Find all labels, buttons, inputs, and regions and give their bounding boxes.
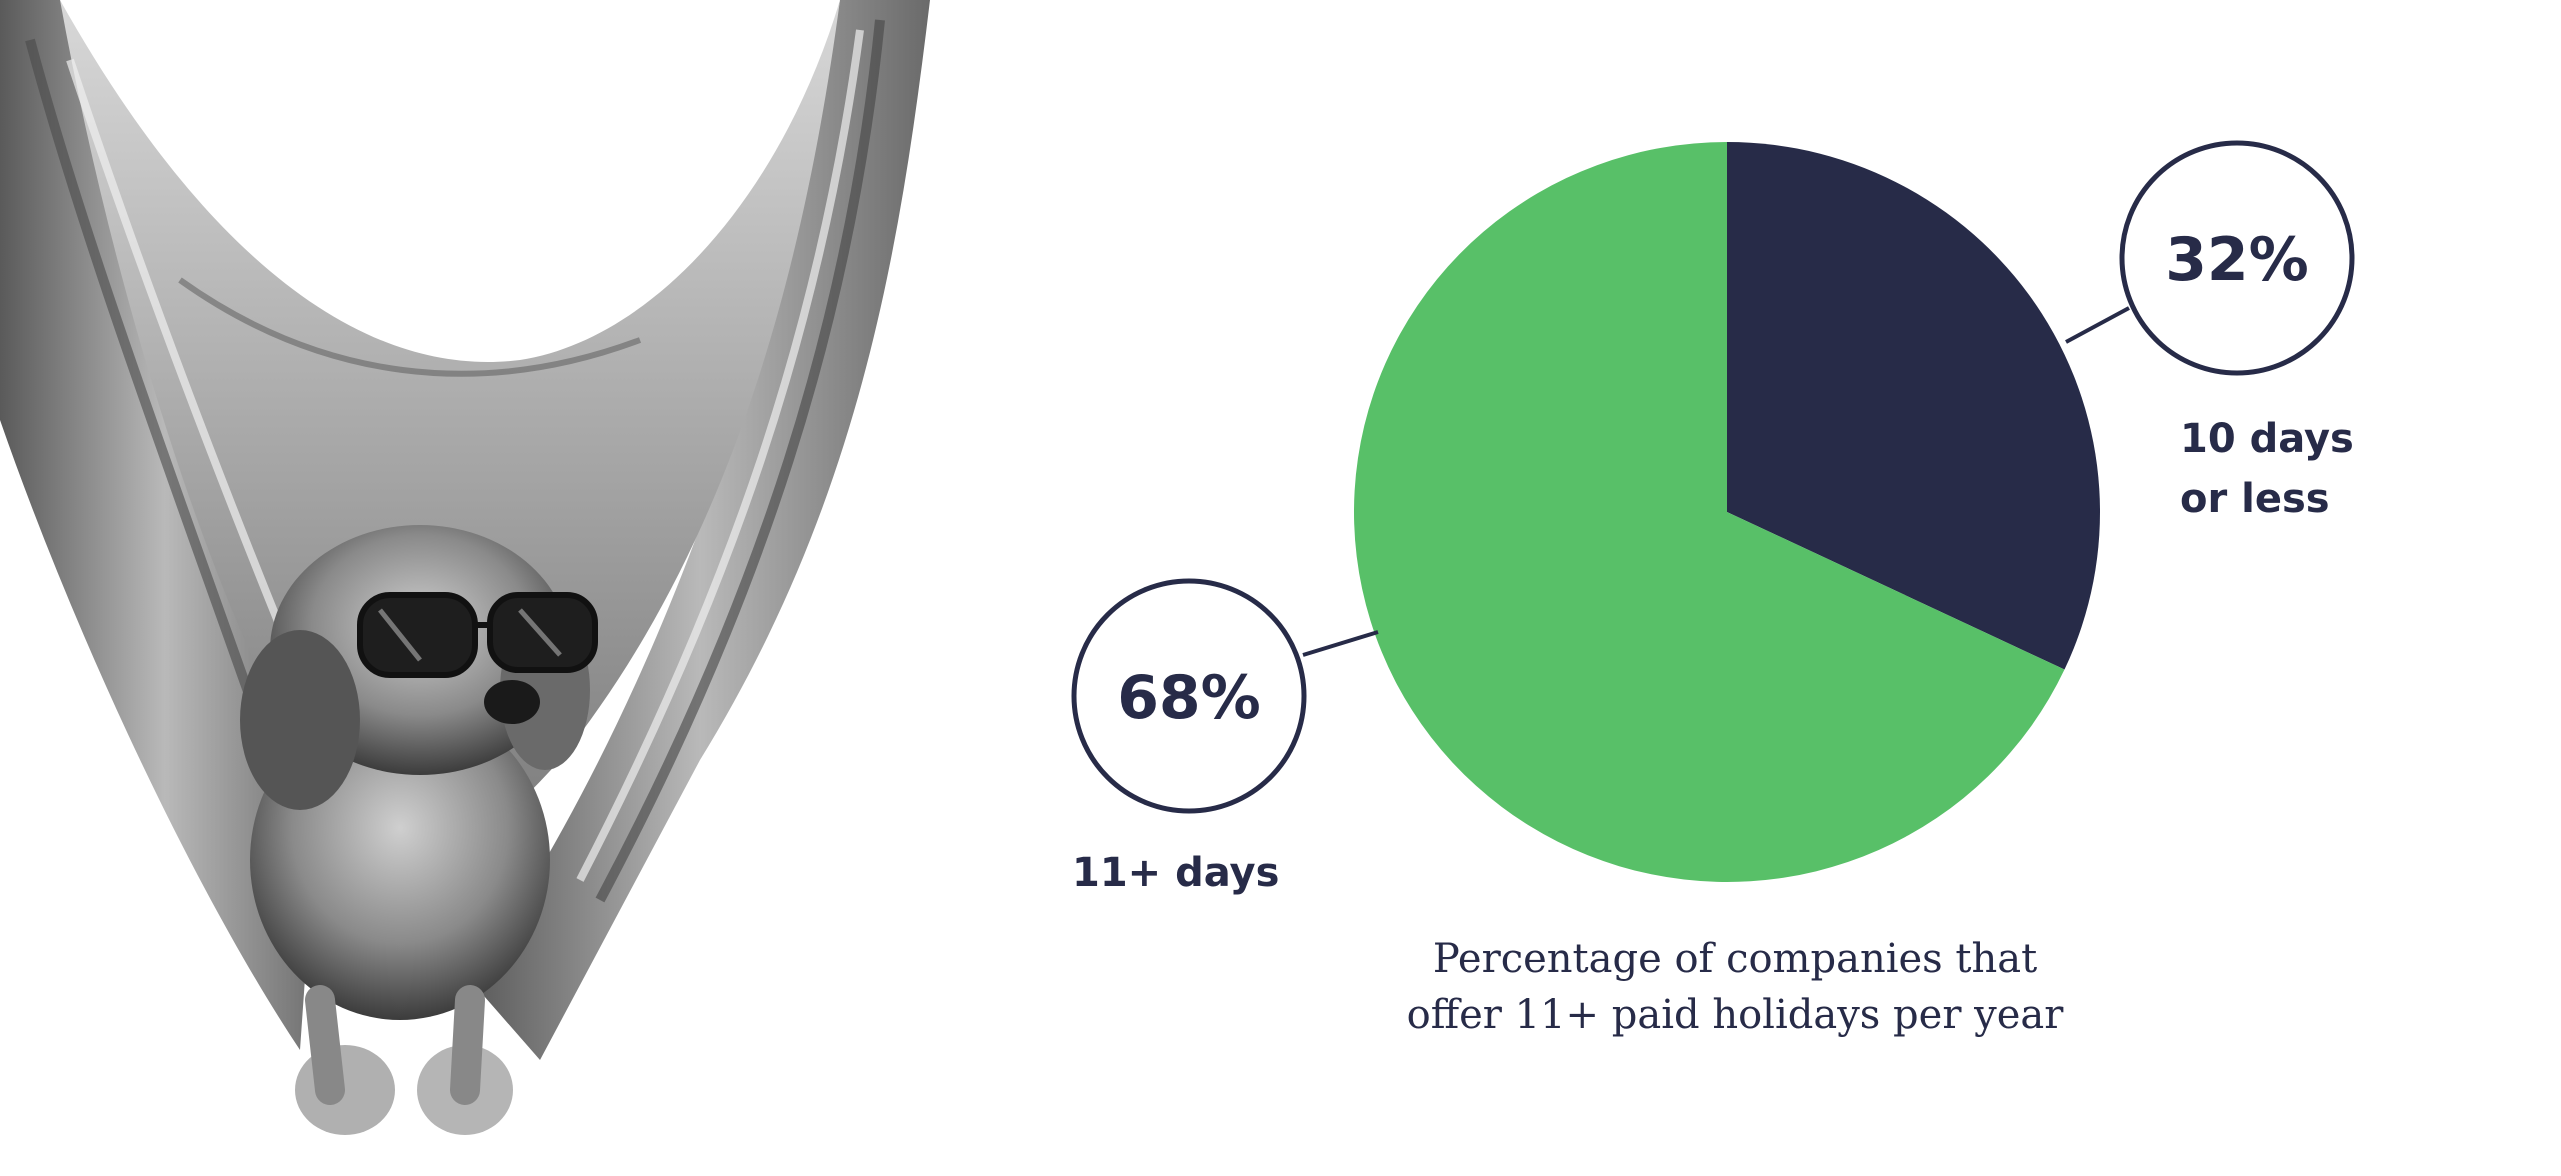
pie-slice-1	[1727, 142, 2100, 670]
pie-callouts: 32% 10 days or less 68% 11+ days	[1071, 140, 2355, 896]
slice-category-label-1-line-2: or less	[2180, 476, 2330, 522]
pie-slice-2	[1354, 142, 2065, 882]
callout-circle-2	[1071, 578, 1307, 814]
callout-leader-line-1	[2065, 306, 2130, 344]
slice-value-label-1: 32%	[2165, 225, 2309, 295]
slice-value-label-2: 68%	[1117, 663, 1261, 733]
callout-circle-1	[2119, 140, 2355, 376]
sunglasses-icon	[357, 592, 598, 678]
chart-caption-line-1: Percentage of companies that	[1433, 936, 2037, 982]
slice-category-label-1-line-1: 10 days	[2180, 416, 2354, 462]
callout-leader-line-2	[1302, 630, 1379, 657]
slice-category-label-2-line-1: 11+ days	[1072, 850, 1279, 896]
pie-chart	[1354, 142, 2100, 882]
chart-caption-line-2: offer 11+ paid holidays per year	[1407, 992, 2065, 1038]
dog-in-hammock-illustration	[0, 0, 930, 1135]
